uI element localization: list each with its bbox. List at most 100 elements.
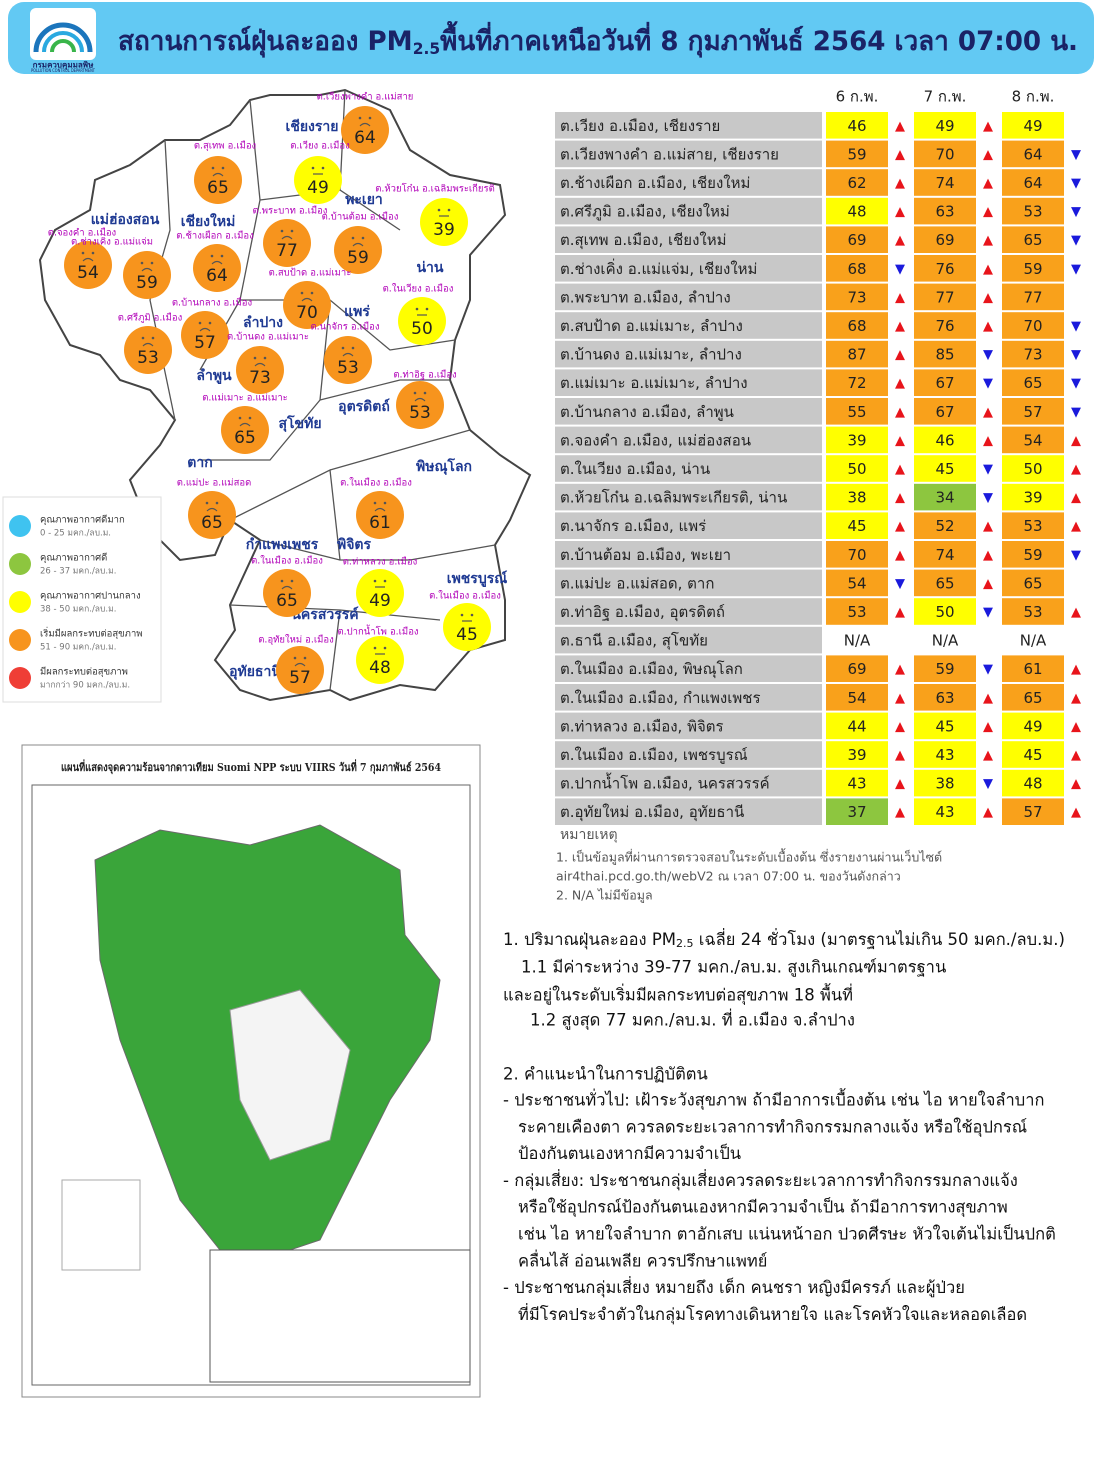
pm-value: 38 bbox=[935, 775, 954, 793]
face-eye bbox=[150, 261, 154, 265]
face-mouth bbox=[374, 507, 386, 512]
marker-value: 50 bbox=[411, 319, 433, 339]
advice-line: ป้องกันตนเองหากมีความจำเป็น bbox=[518, 1143, 741, 1163]
legend-swatch bbox=[9, 591, 31, 613]
trend-arrow: ▼ bbox=[1071, 405, 1081, 420]
marker-value: 65 bbox=[201, 513, 223, 533]
aq-marker bbox=[188, 491, 236, 539]
aq-marker bbox=[64, 241, 112, 289]
note-line: air4thai.pcd.go.th/webV2 ณ เวลา 07:00 น.… bbox=[556, 869, 901, 884]
value-cell bbox=[914, 798, 976, 825]
face-eye bbox=[205, 501, 209, 505]
face-eye bbox=[311, 166, 315, 170]
pm-value: 53 bbox=[847, 603, 866, 621]
trend-arrow: ▲ bbox=[895, 348, 905, 363]
station-cell bbox=[555, 483, 822, 511]
face-mouth bbox=[342, 352, 354, 357]
face-eye bbox=[373, 646, 377, 650]
marker-label: ต.เวียงพางคำ อ.แม่สาย bbox=[317, 91, 414, 103]
value-cell bbox=[914, 483, 976, 511]
station-name: ต.นาจักร อ.เมือง, แพร่ bbox=[560, 517, 706, 535]
station-cell bbox=[555, 541, 822, 568]
value-cell bbox=[914, 369, 976, 396]
face-eye bbox=[290, 579, 294, 583]
header-title: สถานการณ์ฝุ่นละออง PM2.5พื้นที่ภาคเหนือว… bbox=[118, 20, 1078, 58]
station-name: ต.ท่าหลวง อ.เมือง, พิจิตร bbox=[560, 717, 724, 735]
marker-value: 49 bbox=[369, 591, 391, 611]
trend-arrow: ▼ bbox=[1071, 348, 1081, 363]
pm-value: 62 bbox=[847, 174, 866, 192]
face-eye bbox=[447, 208, 451, 212]
value-cell bbox=[826, 255, 888, 282]
trend-arrow: ▼ bbox=[1071, 376, 1081, 391]
value-cell bbox=[1002, 226, 1064, 253]
aq-marker bbox=[324, 336, 372, 384]
logo-name: กรมควบคุมมลพิษ bbox=[33, 61, 94, 71]
trend-arrow: ▲ bbox=[895, 662, 905, 677]
station-cell bbox=[555, 283, 822, 311]
marker-label: ต.ช่างเคิ่ง อ.แม่แจ่ม bbox=[71, 235, 153, 248]
face-eye bbox=[211, 166, 215, 170]
aq-marker bbox=[398, 297, 446, 345]
value-cell bbox=[1002, 426, 1064, 454]
marker-value: 45 bbox=[456, 625, 478, 645]
pm-value: 65 bbox=[1023, 231, 1042, 249]
trend-arrow: ▲ bbox=[895, 805, 905, 820]
province-name: ลำปาง bbox=[243, 315, 283, 331]
face-eye bbox=[361, 236, 365, 240]
pm-value: 43 bbox=[847, 775, 866, 793]
station-name: ต.ในเวียง อ.เมือง, น่าน bbox=[560, 460, 710, 478]
pm-value: 69 bbox=[935, 231, 954, 249]
trend-arrow: ▲ bbox=[983, 176, 993, 191]
face-eye bbox=[460, 613, 464, 617]
summary-line: 1. ปริมาณฝุ่นละออง PM2.5 เฉลี่ย 24 ชั่วโ… bbox=[503, 928, 1065, 951]
face-eye bbox=[263, 356, 267, 360]
value-cell bbox=[1002, 340, 1064, 368]
value-cell bbox=[1002, 741, 1064, 768]
pm-value: 73 bbox=[847, 288, 866, 306]
pm-value: 59 bbox=[935, 660, 954, 678]
value-cell bbox=[1002, 483, 1064, 511]
trend-arrow: ▲ bbox=[1071, 433, 1081, 448]
face-eye bbox=[238, 416, 242, 420]
trend-arrow: ▲ bbox=[1071, 519, 1081, 534]
station-cell bbox=[555, 140, 822, 168]
trend-arrow: ▼ bbox=[983, 777, 993, 792]
face-eye bbox=[141, 336, 145, 340]
face-mouth bbox=[254, 362, 266, 367]
legend-title: คุณภาพอากาศดีมาก bbox=[40, 514, 125, 526]
station-name: ต.ศรีภูมิ อ.เมือง, เชียงใหม่ bbox=[560, 203, 730, 221]
pm-value: 65 bbox=[1023, 574, 1042, 592]
aq-marker bbox=[263, 569, 311, 617]
face-eye bbox=[210, 254, 214, 258]
marker-label: ต.ในเวียง อ.เมือง bbox=[383, 283, 454, 295]
value-cell bbox=[1002, 712, 1064, 740]
face-mouth bbox=[82, 257, 94, 262]
logo-arc bbox=[33, 22, 93, 53]
station-name: ต.เวียงพางคำ อ.แม่สาย, เชียงราย bbox=[560, 145, 779, 163]
face-mouth bbox=[142, 342, 154, 347]
marker-value: 53 bbox=[137, 348, 159, 368]
station-name: ต.ในเมือง อ.เมือง, พิษณุโลก bbox=[560, 660, 743, 679]
trend-arrow: ▲ bbox=[983, 233, 993, 248]
pm-value: 64 bbox=[1023, 145, 1042, 163]
province-name: กำแพงเพชร bbox=[246, 537, 319, 553]
value-cell bbox=[826, 769, 888, 797]
value-cell bbox=[826, 426, 888, 454]
legend-swatch bbox=[9, 629, 31, 651]
pm-value: 44 bbox=[847, 717, 866, 735]
value-cell bbox=[1002, 197, 1064, 225]
aq-marker bbox=[420, 198, 468, 246]
sat-lowland bbox=[229, 989, 351, 1161]
logo-arc bbox=[42, 31, 84, 53]
trend-arrow: ▲ bbox=[983, 748, 993, 763]
marker-value: 57 bbox=[289, 668, 311, 688]
station-cell bbox=[555, 798, 822, 825]
pm-value: N/A bbox=[844, 632, 871, 650]
trend-arrow: ▲ bbox=[1071, 605, 1081, 620]
trend-arrow: ▼ bbox=[895, 576, 905, 591]
pm-value: 76 bbox=[935, 260, 954, 278]
face-eye bbox=[280, 229, 284, 233]
face-eye bbox=[373, 579, 377, 583]
value-cell bbox=[914, 426, 976, 454]
